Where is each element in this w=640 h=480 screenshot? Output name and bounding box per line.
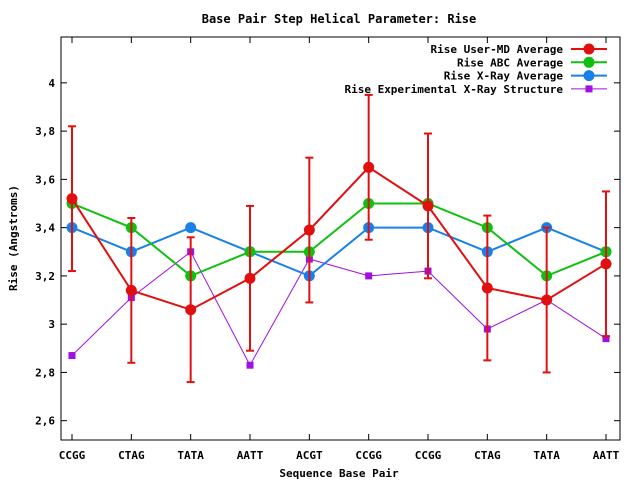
- x-tick-label: CCGG: [59, 449, 86, 462]
- y-tick-label: 3,4: [35, 222, 55, 235]
- data-point: [422, 200, 434, 212]
- y-tick-label: 4: [48, 77, 55, 90]
- x-tick-label: CTAG: [118, 449, 145, 462]
- series-line: [71, 251, 607, 367]
- data-point: [365, 272, 373, 280]
- x-tick-label: TATA: [533, 449, 560, 462]
- legend-marker: [583, 43, 595, 55]
- legend-marker: [585, 85, 593, 93]
- plot-series: [66, 93, 612, 384]
- data-point: [541, 294, 553, 306]
- x-axis: CCGG CTAG TATA AATT ACGT CCGG CCGG CTAG TATA AATT: [59, 37, 620, 462]
- data-point: [303, 224, 315, 236]
- series-2: [66, 198, 612, 282]
- chart-title: Base Pair Step Helical Parameter: Rise: [202, 12, 477, 26]
- series-4: [68, 248, 610, 369]
- data-point: [600, 258, 612, 270]
- data-point: [246, 361, 254, 369]
- y-axis-label: Rise (Angstroms): [7, 185, 20, 291]
- legend-label: Rise Experimental X-Ray Structure: [344, 83, 563, 96]
- data-point: [363, 161, 375, 173]
- y-tick-label: 3,6: [35, 173, 55, 186]
- legend-marker: [583, 70, 595, 82]
- x-tick-label: CTAG: [474, 449, 501, 462]
- x-tick-label: CCGG: [415, 449, 442, 462]
- y-tick-label: 2,8: [35, 366, 55, 379]
- y-tick-label: 3,2: [35, 270, 55, 283]
- series-1: [66, 93, 612, 384]
- x-axis-label: Sequence Base Pair: [279, 467, 399, 480]
- data-point: [185, 222, 197, 234]
- legend-marker: [583, 56, 595, 68]
- data-point: [68, 352, 76, 360]
- data-point: [125, 284, 137, 296]
- series-line: [71, 226, 607, 278]
- x-tick-label: TATA: [177, 449, 204, 462]
- x-tick-label: CCGG: [355, 449, 382, 462]
- x-tick-label: AATT: [593, 449, 620, 462]
- series-line: [71, 202, 607, 278]
- legend-label: Rise ABC Average: [457, 56, 563, 69]
- x-tick-label: AATT: [237, 449, 264, 462]
- data-point: [602, 335, 610, 343]
- y-tick-label: 3: [48, 318, 55, 331]
- plot-frame: [60, 36, 621, 441]
- y-tick-label: 3,8: [35, 125, 55, 138]
- series-3: [66, 222, 612, 282]
- legend-label: Rise X-Ray Average: [444, 70, 564, 83]
- data-point: [244, 272, 256, 284]
- data-point: [66, 193, 78, 205]
- y-tick-label: 2,6: [35, 415, 55, 428]
- x-tick-label: ACGT: [296, 449, 323, 462]
- y-axis: 2,6 2,8 3 3,2 3,4 3,6 3,8 4: [35, 77, 620, 428]
- series-line: [71, 166, 607, 311]
- legend-label: Rise User-MD Average: [431, 43, 564, 56]
- data-point: [185, 304, 197, 316]
- data-point: [481, 282, 493, 294]
